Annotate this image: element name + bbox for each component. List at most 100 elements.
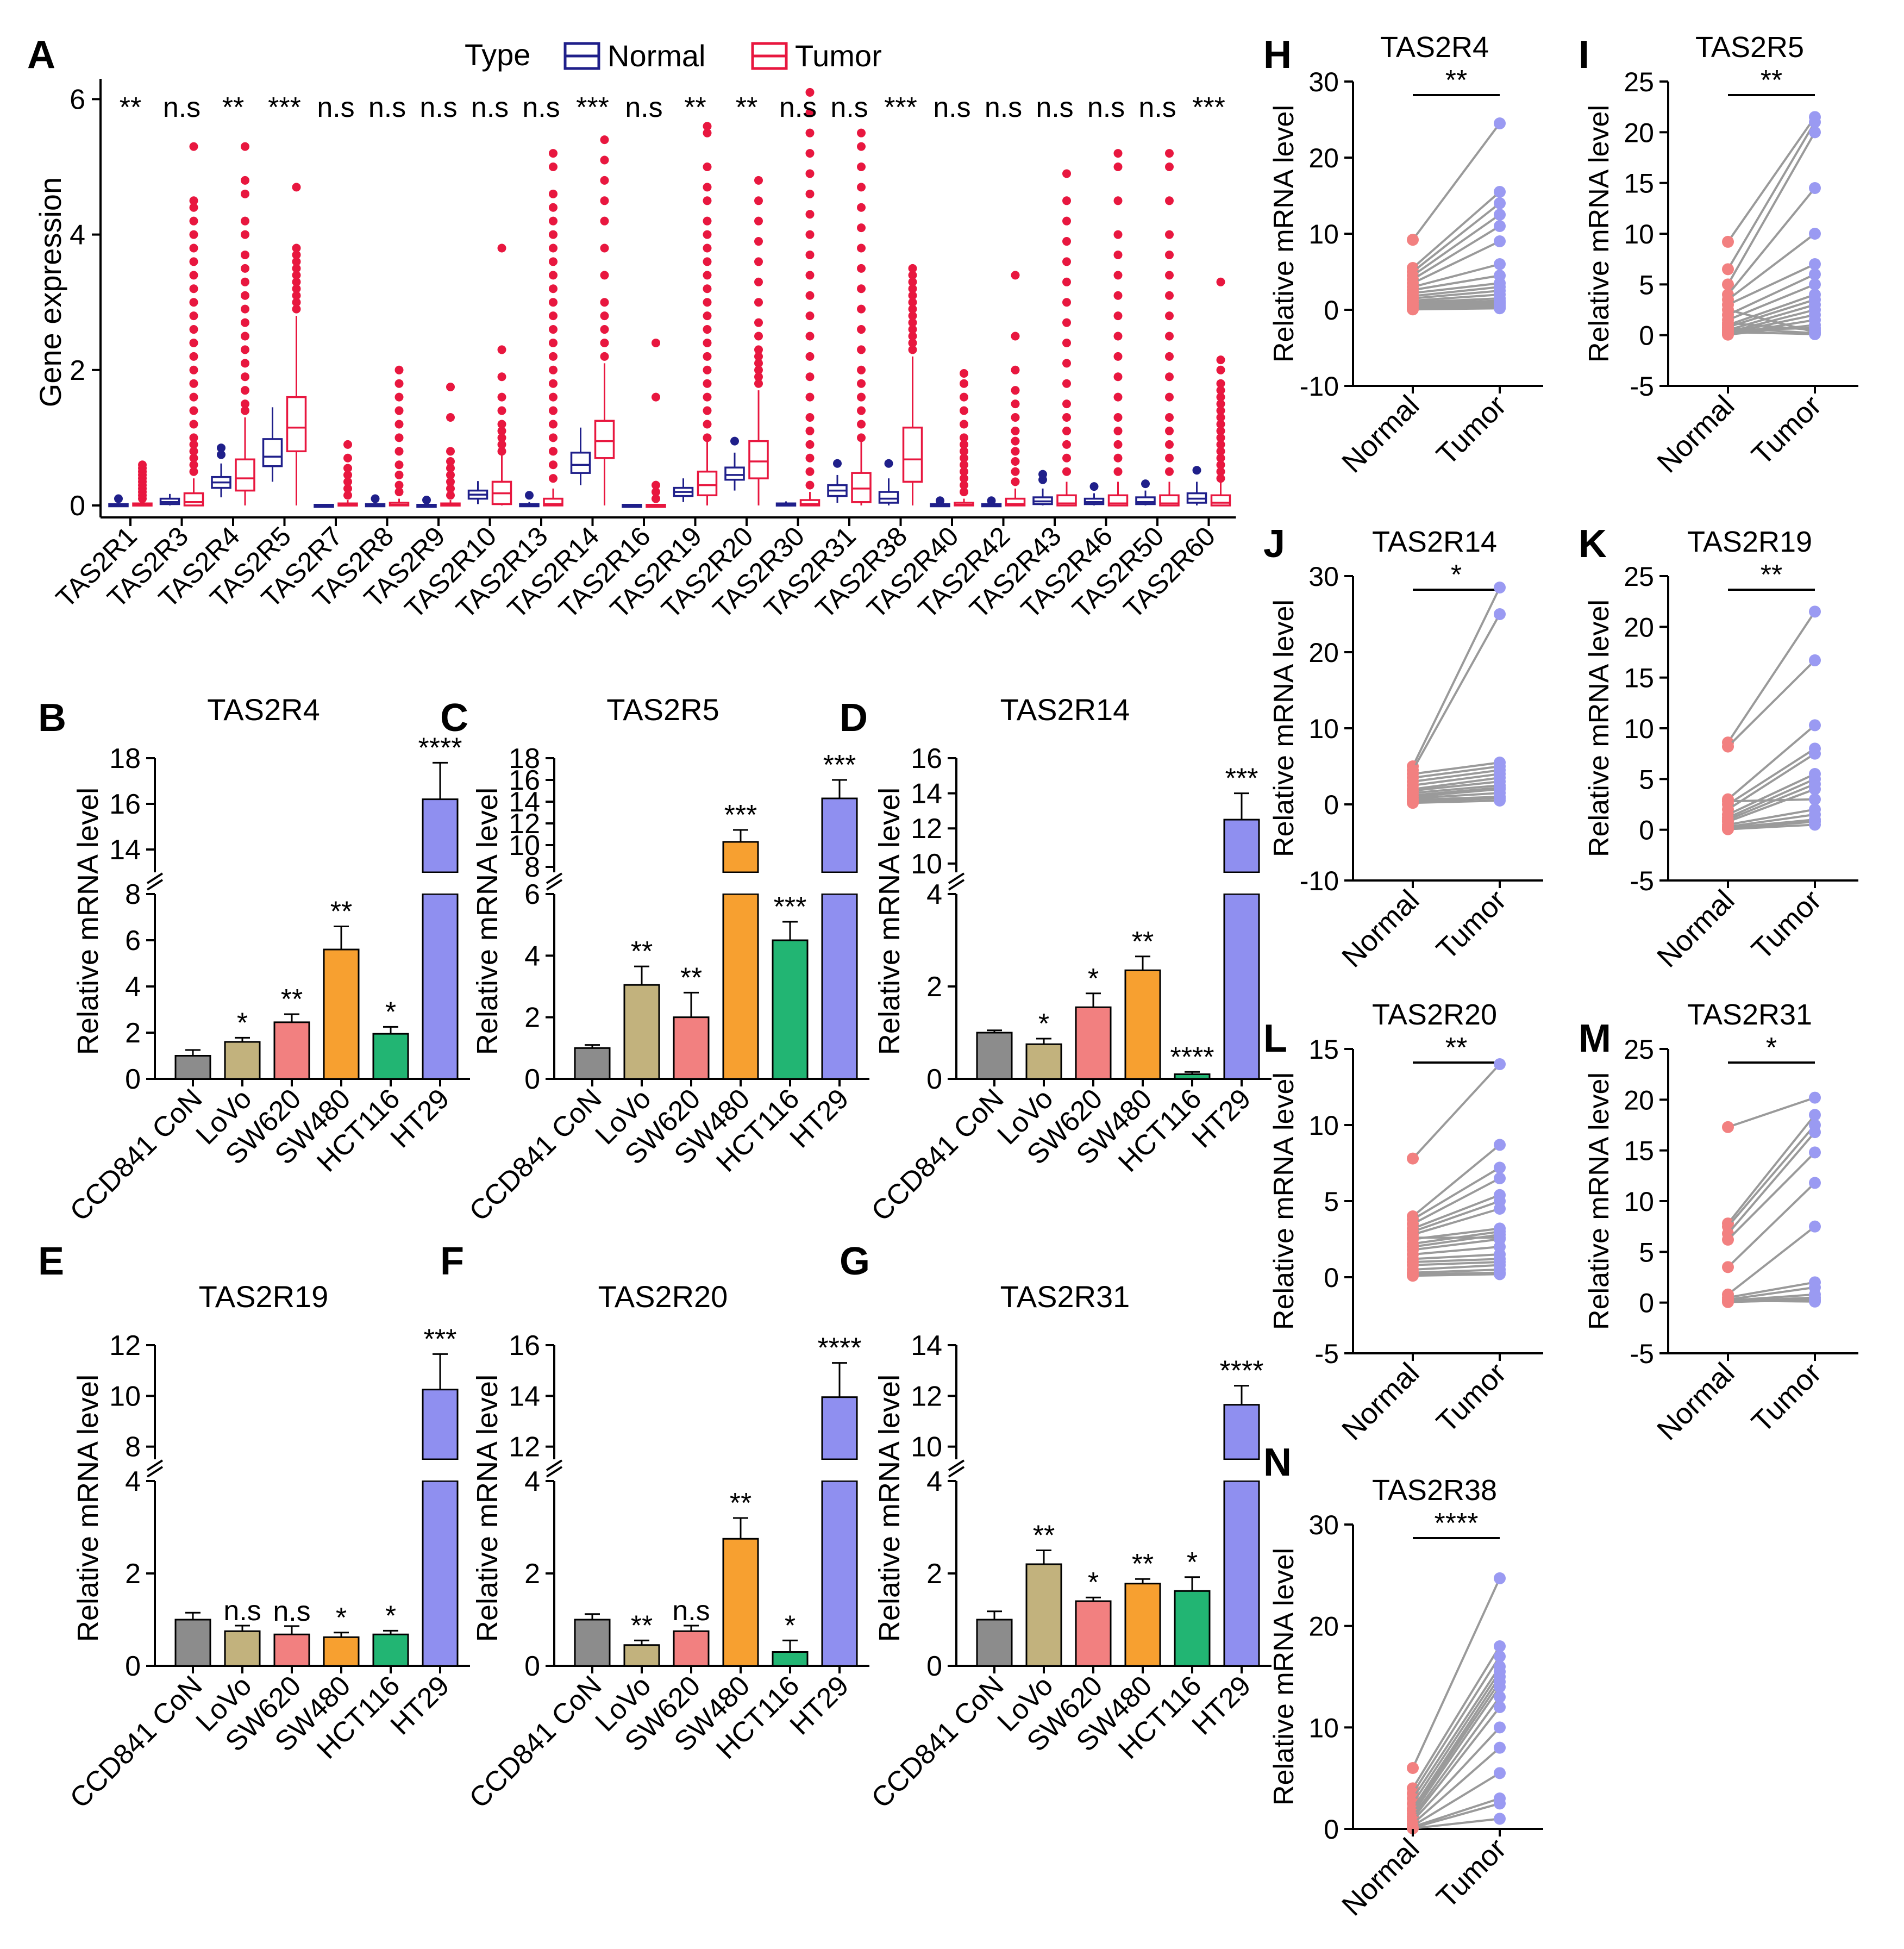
- significance-label: n.s: [830, 92, 868, 123]
- bar-lower-segment: [821, 893, 858, 1080]
- y-tick-label: 5: [1324, 1186, 1339, 1217]
- bar: [976, 1619, 1013, 1667]
- y-tick-label: 0: [1639, 321, 1654, 351]
- tumor-point: [1809, 793, 1821, 805]
- bar-lower-segment: [422, 893, 459, 1080]
- y-tick-label: 12: [509, 808, 540, 840]
- outlier-point: [960, 406, 968, 415]
- x-tick-label: Tumor: [1745, 884, 1827, 966]
- bar-upper-segment: [422, 798, 459, 873]
- outlier-point: [525, 491, 534, 500]
- y-tick-label: 16: [109, 789, 141, 820]
- outlier-point: [292, 277, 301, 286]
- outlier-point: [189, 338, 198, 347]
- normal-point: [1407, 234, 1419, 246]
- pair-line: [1412, 1671, 1501, 1804]
- outlier-point: [189, 230, 198, 239]
- pair-line: [1727, 233, 1816, 301]
- tumor-point: [1494, 235, 1506, 247]
- panel-j-paired-plot: TAS2R14 -10 0 10 20 30 Relative mRNA level * Nor…: [1268, 526, 1543, 974]
- box: [262, 438, 283, 467]
- x-tick-label: Normal: [1651, 1357, 1740, 1446]
- outlier-point: [1113, 332, 1123, 341]
- outlier-point: [549, 216, 558, 226]
- bar-sw480: [722, 1517, 759, 1667]
- y-tick-label: 6: [70, 84, 85, 115]
- box-tumor-tas2r3: [183, 142, 204, 507]
- sample-pair: [1407, 795, 1506, 809]
- y-axis-label: Relative mRNA level: [873, 788, 906, 1055]
- chart-title: TAS2R20: [598, 1279, 728, 1314]
- panel-i-paired-plot: TAS2R5 -5 0 5 10 15 20 25 Relative mRNA level ** N…: [1583, 31, 1858, 479]
- outlier-point: [1113, 426, 1123, 435]
- tumor-point: [1809, 1295, 1821, 1308]
- outlier-point: [1165, 332, 1174, 341]
- tumor-point: [1494, 1691, 1506, 1703]
- outlier-point: [189, 460, 198, 470]
- outlier-point: [549, 474, 558, 483]
- y-tick-label: 0: [926, 1651, 942, 1682]
- sample-pair: [1722, 605, 1821, 749]
- bar-break-gap: [1223, 1460, 1261, 1481]
- normal-point: [1722, 1121, 1734, 1133]
- outlier-point: [960, 488, 968, 497]
- axis-break-mark: [546, 1459, 563, 1471]
- significance-label: n.s: [522, 92, 560, 123]
- y-tick-label: 5: [1639, 764, 1654, 795]
- outlier-point: [189, 271, 198, 280]
- outlier-point: [241, 277, 249, 286]
- sample-pair: [1407, 235, 1506, 289]
- outlier-point: [600, 155, 609, 165]
- y-tick-label: 12: [911, 813, 942, 845]
- tumor-point: [1494, 1572, 1506, 1584]
- pair-line: [1412, 214, 1501, 277]
- bar: [273, 1633, 310, 1667]
- significance-label: **: [736, 92, 757, 123]
- outlier-point: [422, 496, 431, 505]
- y-tick-label: 2: [926, 971, 942, 1003]
- box-tumor-tas2r19: [697, 122, 718, 505]
- outlier-point: [805, 88, 815, 97]
- outlier-point: [987, 496, 996, 505]
- outlier-point: [1216, 277, 1225, 286]
- y-tick-label: 5: [1639, 1237, 1654, 1267]
- panel-n-paired-plot: TAS2R38 0 10 20 30 Relative mRNA level **** Nor…: [1268, 1474, 1543, 1922]
- box-normal-tas2r20: [724, 436, 745, 491]
- x-tick-label: HT29: [385, 1083, 456, 1154]
- pair-line: [1412, 1144, 1501, 1217]
- panel-h-paired-plot: TAS2R4 -10 0 10 20 30 Relative mRNA level ** Nor…: [1268, 31, 1543, 479]
- significance-label: **: [1445, 65, 1467, 96]
- outlier-point: [600, 176, 609, 185]
- outlier-point: [754, 345, 763, 354]
- y-tick-label: -5: [1630, 371, 1654, 402]
- x-tick-label: CCD841 CoN: [866, 1670, 1010, 1814]
- chart-title: TAS2R38: [1372, 1474, 1497, 1507]
- sample-pair: [1407, 582, 1506, 772]
- pair-line: [1412, 769, 1500, 783]
- box: [878, 491, 899, 504]
- y-tick-label: 15: [1624, 1136, 1654, 1166]
- y-tick-label: 20: [1308, 1611, 1339, 1642]
- bar-break-gap: [421, 1460, 459, 1481]
- significance-label: n.s: [985, 92, 1022, 123]
- bar-hct116: [372, 1026, 409, 1080]
- legend-title: Type: [465, 38, 530, 72]
- outlier-point: [189, 433, 198, 442]
- outlier-point: [241, 372, 249, 382]
- box-tumor-tas2r16: [646, 338, 666, 508]
- outlier-point: [908, 277, 917, 286]
- y-tick-label: 4: [524, 1466, 540, 1497]
- outlier-point: [703, 122, 712, 131]
- outlier-point: [549, 365, 558, 374]
- pair-line: [1412, 1238, 1500, 1251]
- y-tick-label: -5: [1315, 1339, 1339, 1369]
- outlier-point: [857, 284, 866, 293]
- pair-line: [1727, 187, 1816, 296]
- outlier-point: [1011, 436, 1020, 446]
- outlier-point: [394, 406, 404, 415]
- tumor-point: [1809, 278, 1821, 291]
- outlier-point: [292, 250, 301, 259]
- pair-line: [1727, 303, 1815, 332]
- tumor-point: [1809, 719, 1821, 732]
